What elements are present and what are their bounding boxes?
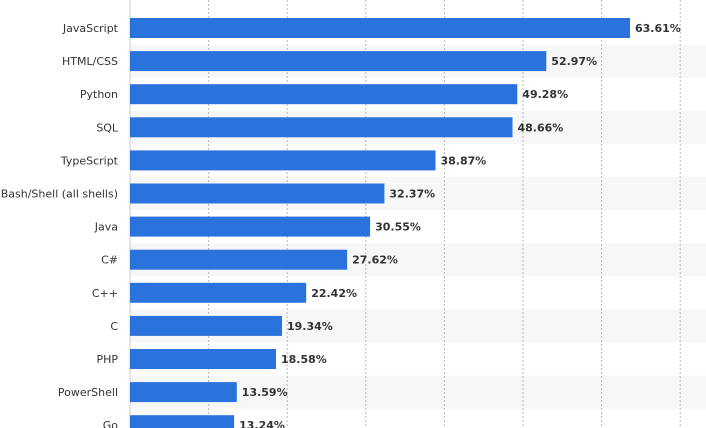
bar (130, 216, 371, 237)
bar (130, 349, 276, 369)
value-labels: 63.61% 52.97% 49.28% 48.66% 38.87% 32.37% 30.5… (239, 22, 681, 428)
category-label: HTML/CSS (62, 55, 118, 68)
value-label: 22.42% (311, 287, 357, 300)
bar (130, 382, 237, 403)
category-label: PowerShell (58, 386, 118, 399)
value-label: 13.24% (239, 419, 285, 428)
bar (130, 117, 513, 138)
category-labels: JavaScript HTML/CSS Python SQL TypeScript Bas… (1, 22, 119, 428)
bar (130, 249, 348, 270)
bar (130, 18, 630, 38)
value-label: 32.37% (389, 188, 435, 201)
value-label: 13.59% (242, 386, 288, 399)
bar (130, 84, 518, 105)
value-label: 63.61% (635, 22, 681, 35)
value-label: 49.28% (522, 88, 568, 101)
category-label: C++ (92, 287, 118, 300)
value-label: 48.66% (518, 121, 564, 134)
bar (130, 183, 385, 204)
category-label: Python (80, 88, 118, 101)
bar (130, 282, 307, 303)
category-label: Go (103, 419, 119, 428)
category-label: Bash/Shell (all shells) (1, 188, 118, 201)
category-label: Java (94, 221, 118, 234)
bar (130, 415, 235, 428)
category-label: SQL (96, 121, 119, 134)
value-label: 30.55% (375, 221, 421, 234)
bar (130, 51, 547, 72)
value-label: 18.58% (281, 353, 327, 366)
value-label: 27.62% (352, 254, 398, 267)
category-label: C# (101, 254, 118, 267)
category-label: C (110, 320, 118, 333)
value-label: 52.97% (551, 55, 597, 68)
bar (130, 315, 282, 336)
category-label: TypeScript (60, 154, 119, 167)
bar (130, 150, 436, 171)
bars (130, 18, 630, 428)
value-label: 19.34% (287, 320, 333, 333)
value-label: 38.87% (441, 154, 487, 167)
category-label: JavaScript (62, 22, 119, 35)
category-label: PHP (96, 353, 118, 366)
